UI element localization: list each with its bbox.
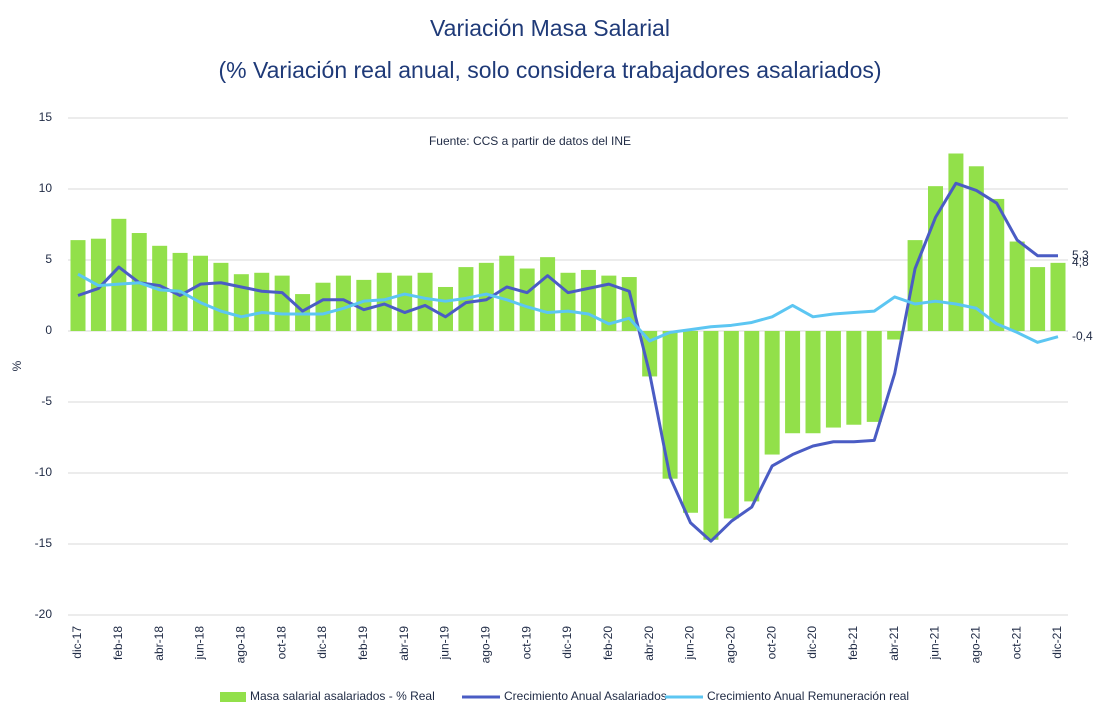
x-tick-label: oct-21 [1009,626,1023,660]
value-label: -0,4 [1072,329,1093,343]
x-tick-label: oct-20 [764,626,778,660]
bar [723,331,739,519]
x-tick-label: feb-20 [601,626,615,660]
x-tick-label: abr-21 [887,626,901,661]
x-tick-label: jun-21 [928,626,942,661]
y-tick-label: -5 [41,394,52,408]
value-label: 5,3 [1072,248,1089,262]
x-tick-label: feb-19 [356,626,370,660]
bar [846,331,862,425]
y-tick-label: -10 [35,465,53,479]
x-tick-label: ago-21 [969,626,983,664]
annotation: Fuente: CCS a partir de datos del INE [429,134,631,148]
bar [254,272,270,331]
y-tick-label: -20 [35,607,53,621]
legend-label: Crecimiento Anual Asalariados [504,689,667,703]
x-tick-label: abr-18 [152,626,166,661]
x-tick-label: jun-20 [683,626,697,661]
x-tick-label: jun-18 [193,626,207,661]
x-tick-label: feb-18 [111,626,125,660]
bar [376,272,392,331]
bar [70,240,86,331]
legend-label: Masa salarial asalariados - % Real [250,689,435,703]
x-tick-label: dic-20 [805,626,819,659]
x-tick-label: feb-21 [846,626,860,660]
bar [274,275,290,331]
bar [662,331,678,479]
x-tick-label: abr-20 [642,626,656,661]
bar [397,275,413,331]
x-tick-label: dic-19 [560,626,574,659]
bar [1050,262,1066,331]
chart-title: Variación Masa Salarial [430,15,670,41]
bar [213,262,229,331]
value-label: 4,8 [1072,255,1089,269]
bar [703,331,719,540]
legend-swatch [220,692,246,702]
bar [764,331,780,455]
x-tick-label: oct-19 [519,626,533,660]
y-tick-label: -15 [35,536,53,550]
bar [825,331,841,428]
x-tick-label: jun-19 [438,626,452,661]
x-tick-label: dic-18 [315,626,329,659]
x-tick-label: ago-18 [234,626,248,664]
bar [887,331,903,340]
bar [335,275,351,331]
bar [193,255,208,331]
bar [989,198,1005,331]
bar [968,166,984,331]
line [77,181,1058,543]
bar [560,272,576,331]
bar [805,331,821,434]
bar [315,282,331,331]
y-tick-label: 5 [45,252,52,266]
x-tick-label: oct-18 [274,626,288,660]
bar [1009,241,1025,331]
bar [540,257,556,331]
y-tick-label: 10 [39,181,53,195]
x-tick-label: ago-20 [724,626,738,664]
bar [417,272,433,331]
bar [948,153,964,331]
x-tick-label: abr-19 [397,626,411,661]
bar [478,262,494,331]
line [77,272,1059,344]
x-tick-label: dic-17 [70,626,84,659]
x-tick-label: ago-19 [479,626,493,664]
bar [744,331,760,502]
legend-label: Crecimiento Anual Remuneración real [707,689,909,703]
bar [642,331,658,377]
y-tick-label: 15 [39,110,53,124]
bar [580,269,596,331]
bar [928,186,943,331]
bar [601,275,617,331]
bar [499,255,515,331]
y-tick-label: 0 [45,323,52,337]
bar [438,286,453,331]
bar [356,279,372,331]
bar [866,331,882,422]
x-tick-label: dic-21 [1050,626,1064,659]
y-axis-label: % [10,360,24,371]
bar [111,218,127,331]
bar [233,274,249,331]
bar [785,331,801,434]
bar [519,268,535,331]
bar [683,331,698,513]
bar [1030,267,1046,331]
chart-subtitle: (% Variación real anual, solo considera … [218,57,881,83]
